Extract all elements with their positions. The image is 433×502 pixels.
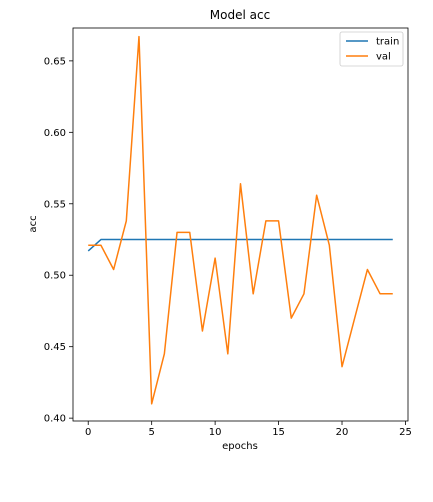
x-tick-label: 15 xyxy=(272,427,285,438)
chart-title: Model acc xyxy=(210,8,270,22)
x-tick-label: 5 xyxy=(148,427,154,438)
x-tick-label: 0 xyxy=(85,427,91,438)
y-axis-label: acc xyxy=(28,215,39,232)
series-line-train xyxy=(87,238,393,252)
legend-label-val: val xyxy=(376,52,391,63)
x-tick-label: 20 xyxy=(336,427,349,438)
y-tick-label: 0.45 xyxy=(44,342,66,353)
x-tick-label: 10 xyxy=(209,427,222,438)
legend: train val xyxy=(339,31,404,67)
y-tick-label: 0.65 xyxy=(44,56,66,67)
legend-label-train: train xyxy=(376,37,399,48)
x-axis-label: epochs xyxy=(222,441,258,452)
axis-ticks: 0 5 10 15 20 25 0.40 0.45 0.50 0.55 0.60 0.65 xyxy=(44,56,412,438)
x-tick-label: 25 xyxy=(399,427,412,438)
y-tick-label: 0.55 xyxy=(44,199,66,210)
y-tick-label: 0.40 xyxy=(44,414,66,425)
y-tick-label: 0.60 xyxy=(44,128,66,139)
series-line-val xyxy=(88,35,393,405)
y-tick-label: 0.50 xyxy=(44,271,66,282)
plot-area xyxy=(72,27,409,422)
series-lines xyxy=(87,35,393,405)
